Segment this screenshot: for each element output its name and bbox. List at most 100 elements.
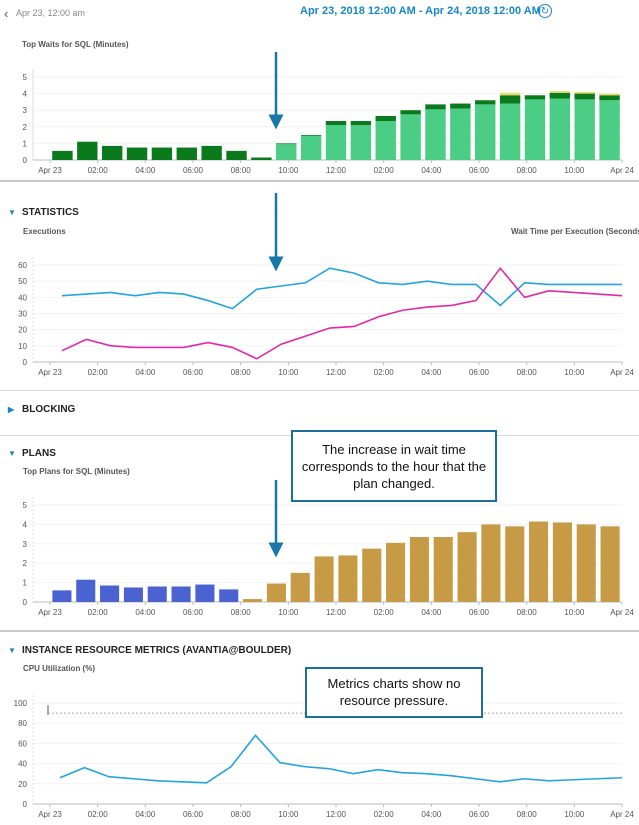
- plan-change-callout: The increase in wait time corresponds to…: [291, 430, 497, 502]
- bar-segment-dark: [300, 135, 322, 136]
- bar-plan_b: [338, 555, 358, 602]
- bar-plan_b: [552, 522, 572, 602]
- y-tick-label: 30: [18, 310, 27, 319]
- bar-plan_b: [433, 537, 453, 602]
- y-tick-label: 100: [14, 699, 28, 708]
- statistics-title: STATISTICS: [22, 207, 79, 218]
- x-tick-label: 12:00: [326, 368, 347, 377]
- x-tick-label: 08:00: [231, 166, 252, 175]
- bar-segment-dark: [599, 95, 620, 101]
- bar-segment-light: [450, 108, 471, 160]
- x-tick-label: 02:00: [374, 368, 395, 377]
- y-tick-label: 4: [23, 520, 28, 529]
- bar-segment-light: [574, 99, 595, 160]
- x-tick-label: Apr 23: [38, 368, 62, 377]
- bar-segment-dark: [52, 150, 73, 160]
- time-range-label[interactable]: Apr 23, 2018 12:00 AM - Apr 24, 2018 12:…: [300, 5, 541, 17]
- bar-segment-yellow: [549, 91, 571, 93]
- threshold-marker: [47, 705, 49, 716]
- bar-segment-dark: [375, 116, 396, 121]
- y-tick-label: 20: [18, 780, 27, 789]
- bar-segment-light: [549, 98, 571, 160]
- bar-plan_b: [457, 532, 477, 602]
- x-tick-label: 04:00: [135, 608, 156, 617]
- x-tick-label: 10:00: [564, 368, 585, 377]
- x-tick-label: Apr 23: [38, 166, 62, 175]
- bar-segment-light: [475, 104, 496, 160]
- bar-plan_b: [362, 548, 382, 602]
- bar-segment-light: [524, 99, 546, 160]
- x-tick-label: 06:00: [183, 810, 204, 819]
- bar-plan_a: [52, 590, 72, 602]
- bar-segment-light: [375, 120, 396, 160]
- bar-plan_b: [314, 556, 334, 602]
- bar-plan_b: [409, 537, 429, 602]
- x-tick-label: 12:00: [326, 608, 347, 617]
- x-tick-label: 10:00: [564, 810, 585, 819]
- x-tick-label: 04:00: [135, 368, 156, 377]
- back-arrow-icon[interactable]: ‹: [4, 6, 9, 21]
- x-tick-label: 06:00: [183, 368, 204, 377]
- x-tick-label: 10:00: [564, 166, 585, 175]
- plans-header[interactable]: ▼ PLANS: [8, 448, 56, 459]
- x-tick-label: 04:00: [421, 368, 442, 377]
- refresh-icon[interactable]: ↻: [538, 4, 552, 18]
- back-date-link[interactable]: Apr 23, 12:00 am: [16, 8, 86, 18]
- x-tick-label: 02:00: [88, 368, 109, 377]
- x-tick-label: 02:00: [88, 608, 109, 617]
- bar-segment-dark: [251, 157, 272, 160]
- cpu-subtitle: CPU Utilization (%): [23, 664, 95, 673]
- series-line-wait_per_exec: [61, 266, 623, 360]
- bar-segment-dark: [77, 141, 98, 160]
- x-tick-label: 04:00: [135, 810, 156, 819]
- bar-plan_a: [76, 579, 96, 602]
- x-tick-label: 06:00: [183, 608, 204, 617]
- expand-triangle-icon: ▶: [8, 405, 15, 414]
- x-tick-label: 06:00: [469, 608, 490, 617]
- divider: [0, 180, 639, 182]
- x-tick-label: 06:00: [469, 368, 490, 377]
- bar-segment-dark: [276, 143, 297, 145]
- x-tick-label: 06:00: [469, 166, 490, 175]
- bar-plan_a: [100, 585, 120, 602]
- bar-segment-light: [325, 125, 347, 160]
- bar-segment-light: [425, 109, 446, 160]
- x-tick-label: Apr 24: [610, 368, 634, 377]
- x-tick-label: 10:00: [278, 810, 299, 819]
- collapse-triangle-icon: ▼: [8, 449, 16, 458]
- blocking-header[interactable]: ▶ BLOCKING: [8, 404, 75, 415]
- bar-segment-dark: [574, 93, 595, 100]
- y-tick-label: 1: [23, 579, 28, 588]
- y-tick-label: 20: [18, 326, 27, 335]
- bar-plan_b: [266, 583, 286, 602]
- bar-segment-dark: [524, 95, 546, 100]
- bar-segment-dark: [176, 147, 197, 160]
- x-tick-label: 04:00: [135, 166, 156, 175]
- bar-segment-dark: [400, 110, 421, 115]
- x-tick-label: 06:00: [183, 166, 204, 175]
- bar-plan_b: [505, 526, 525, 602]
- x-tick-label: Apr 24: [610, 810, 634, 819]
- y-tick-label: 60: [18, 261, 27, 270]
- y-tick-label: 2: [23, 123, 28, 132]
- x-tick-label: 02:00: [88, 166, 109, 175]
- y-tick-label: 4: [23, 90, 28, 99]
- x-tick-label: 08:00: [231, 368, 252, 377]
- statistics-header[interactable]: ▼ STATISTICS: [8, 207, 79, 218]
- metrics-callout: Metrics charts show no resource pressure…: [305, 667, 483, 718]
- top-waits-title: Top Waits for SQL (Minutes): [22, 40, 129, 49]
- x-tick-label: 08:00: [231, 608, 252, 617]
- bar-plan_b: [290, 572, 310, 602]
- x-tick-label: 12:00: [326, 810, 347, 819]
- bar-segment-light: [350, 125, 372, 160]
- x-tick-label: 10:00: [278, 368, 299, 377]
- y-tick-label: 0: [23, 598, 28, 607]
- bar-segment-dark: [226, 150, 247, 160]
- y-tick-label: 0: [23, 358, 28, 367]
- x-tick-label: Apr 23: [38, 608, 62, 617]
- x-tick-label: 08:00: [517, 810, 538, 819]
- instance-header[interactable]: ▼ INSTANCE RESOURCE METRICS (AVANTIA@BOU…: [8, 645, 291, 656]
- bar-segment-light: [400, 114, 421, 160]
- bar-segment-dark: [126, 147, 148, 160]
- bar-plan_b: [576, 524, 596, 602]
